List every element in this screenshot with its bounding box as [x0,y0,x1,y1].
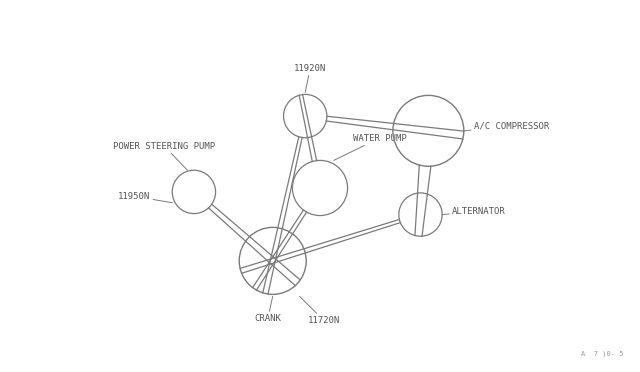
Text: 11920N: 11920N [294,64,326,92]
Text: A/C COMPRESSOR: A/C COMPRESSOR [464,121,549,131]
Text: 11720N: 11720N [300,296,340,325]
Text: POWER STEERING PUMP: POWER STEERING PUMP [113,141,215,170]
Text: A  7 )0- 5: A 7 )0- 5 [581,351,623,357]
Text: ALTERNATOR: ALTERNATOR [442,207,506,216]
Text: 11950N: 11950N [118,192,172,203]
Text: CRANK: CRANK [254,296,281,323]
Text: WATER PUMP: WATER PUMP [334,134,406,160]
